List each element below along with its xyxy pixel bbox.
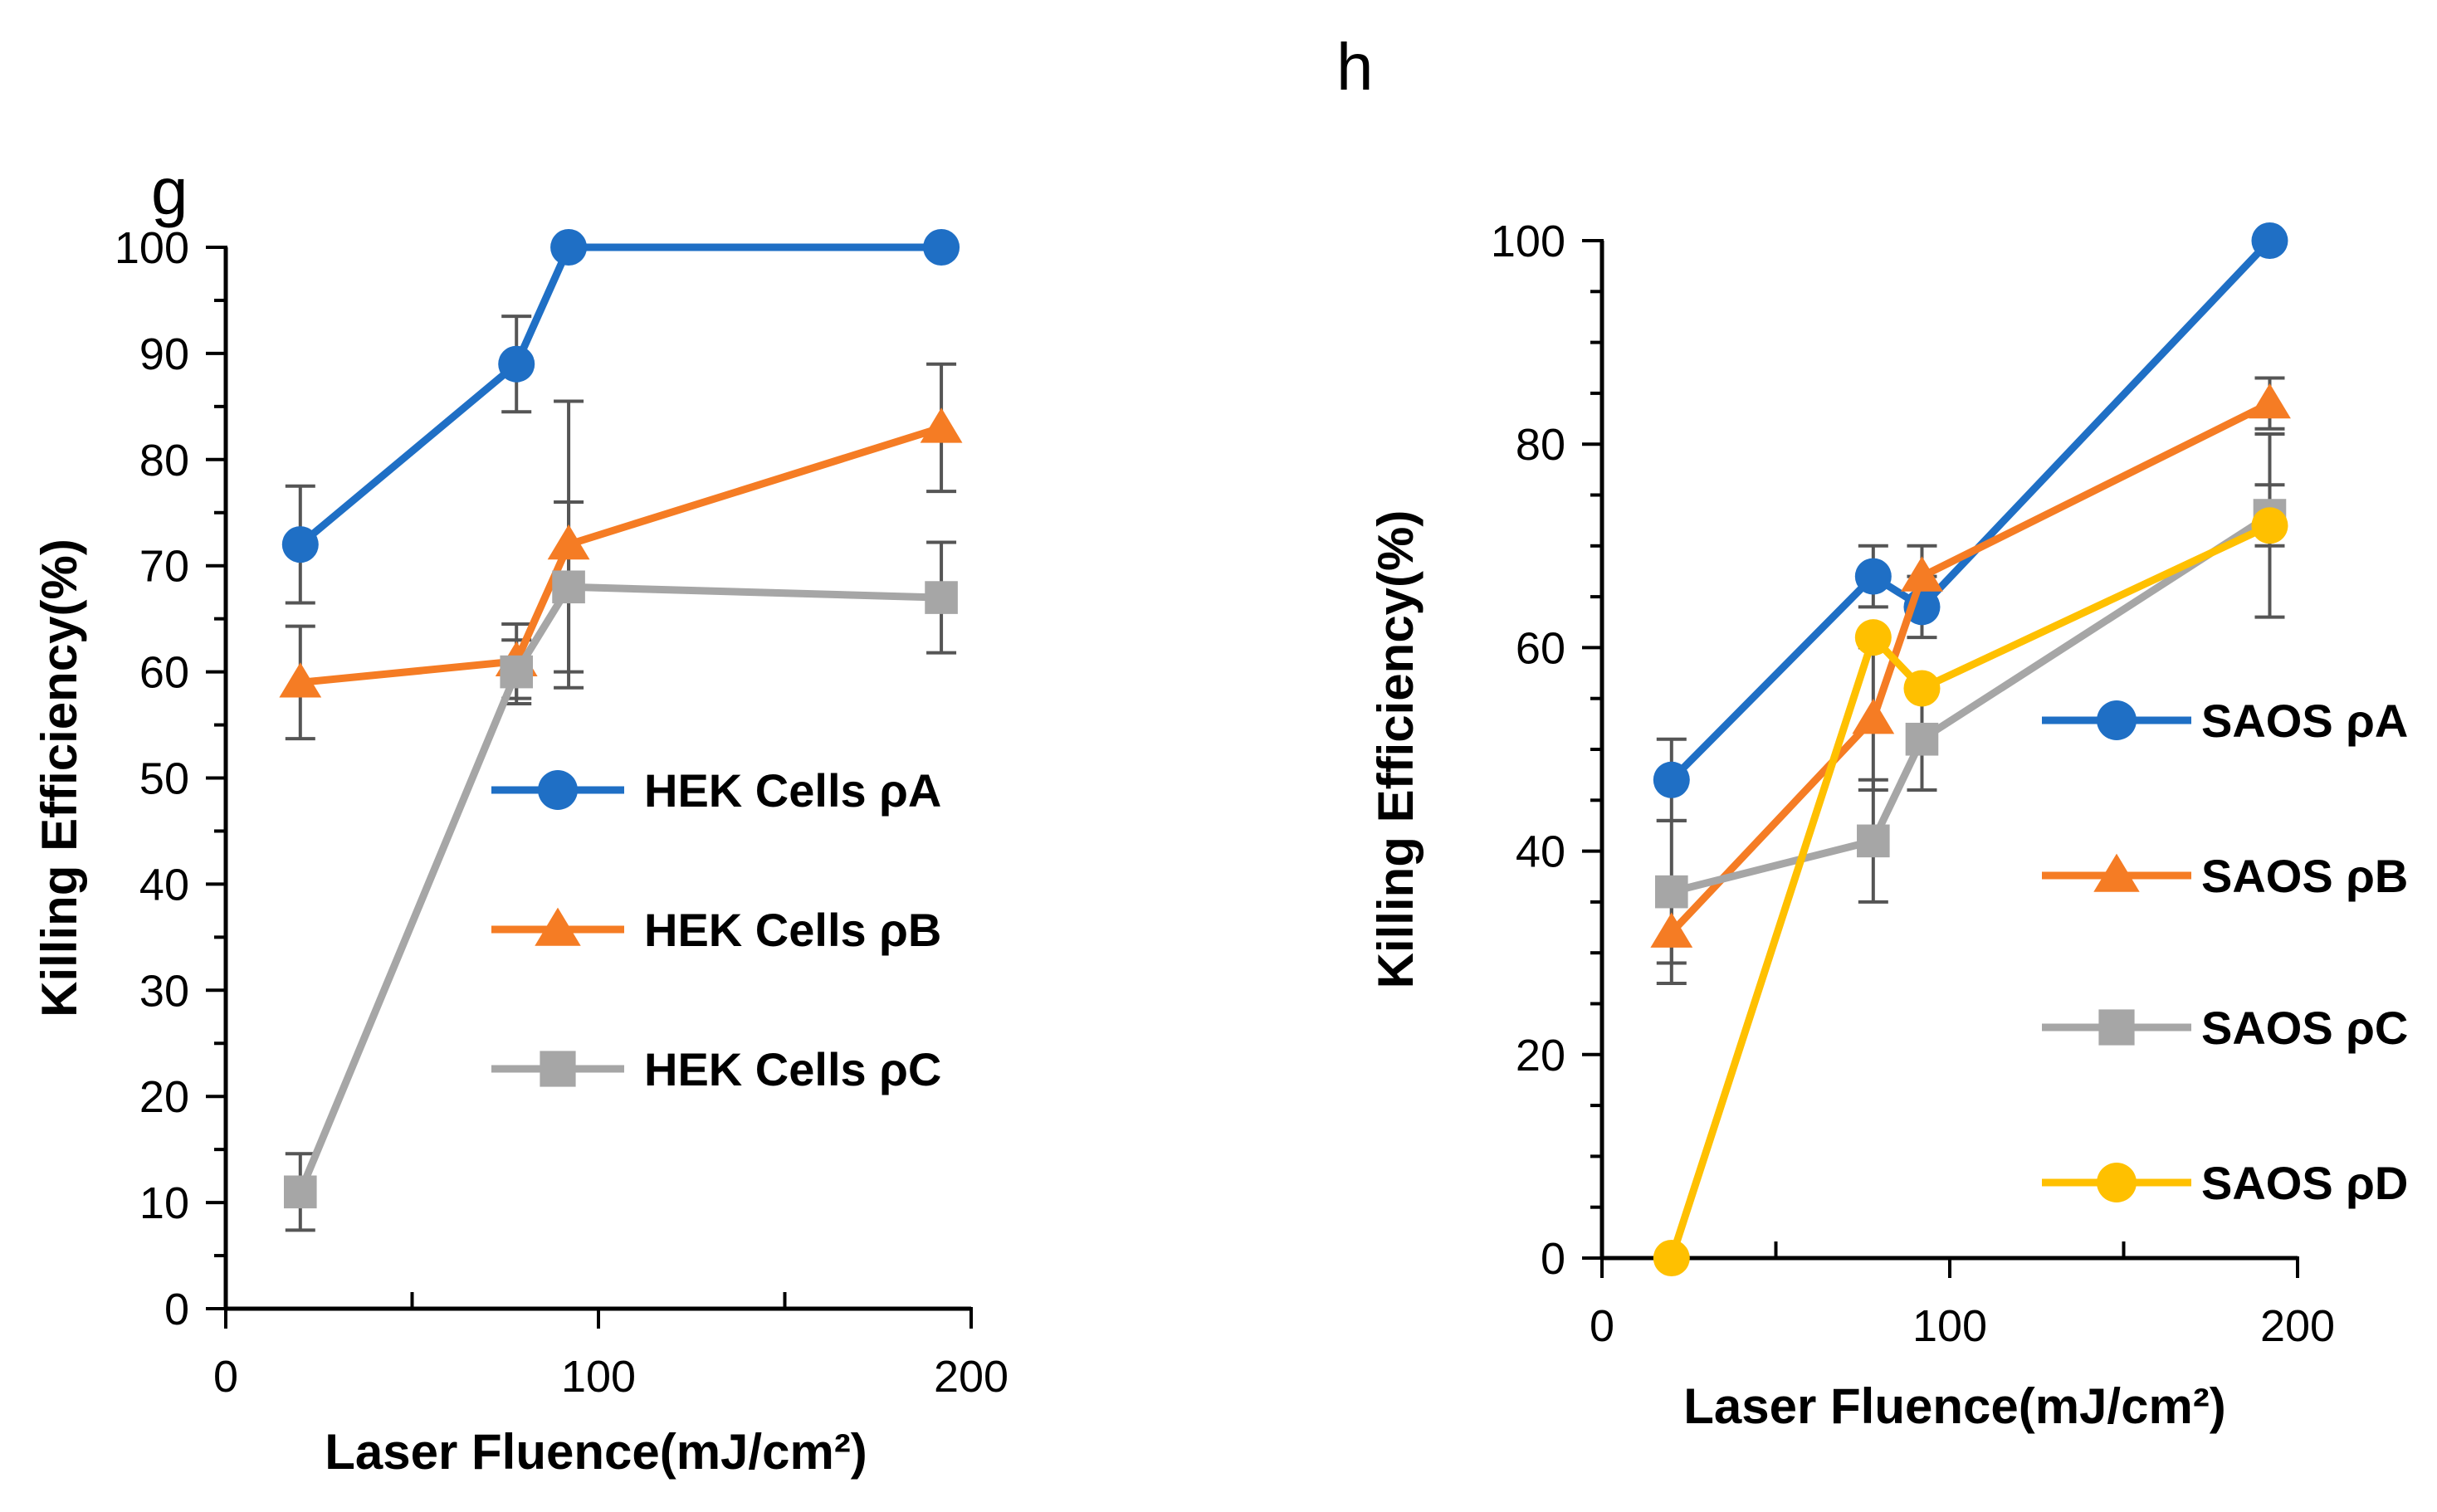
y-tick-label: 90 xyxy=(139,329,189,379)
x-axis-title: Laser Fluence(mJ/cm²) xyxy=(325,1424,867,1480)
data-point xyxy=(2249,383,2291,419)
data-point xyxy=(550,229,588,266)
legend-label: SAOS ρB xyxy=(2201,850,2408,902)
legend-label: HEK Cells ρB xyxy=(644,904,941,956)
series-line xyxy=(296,583,942,1194)
y-tick-label: 100 xyxy=(115,223,189,273)
data-point xyxy=(1903,670,1941,707)
data-point xyxy=(281,526,319,563)
legend-label: HEK Cells ρA xyxy=(644,764,941,817)
x-tick-label: 0 xyxy=(213,1352,238,1402)
data-point xyxy=(1653,1240,1690,1276)
chart-panel-g: g 0 10 20 30 40 50 60 70 80 90 100 0 100 200 Laser Flue… xyxy=(32,154,1008,1480)
series-1 xyxy=(279,407,963,698)
series-line xyxy=(297,243,942,548)
data-point xyxy=(1905,722,1939,756)
data-point xyxy=(1901,556,1943,592)
y-tick-label: 40 xyxy=(139,860,189,910)
data-point xyxy=(1854,619,1892,656)
x-axis-title: Laser Fluence(mJ/cm²) xyxy=(1683,1378,2226,1434)
legend: HEK Cells ρA HEK Cells ρB HEK Cells ρC xyxy=(491,764,941,1095)
y-tick-label: 80 xyxy=(139,436,189,485)
data-point xyxy=(1852,699,1895,734)
chart-panel-h: h 0 20 40 60 80 100 0 100 200 Laser Fluence(mJ/cm²… xyxy=(1336,30,2408,1434)
y-tick-label: 30 xyxy=(139,966,189,1016)
legend-marker xyxy=(2098,1009,2135,1046)
y-axis-title: Killing Efficiency(%) xyxy=(1368,510,1424,989)
series-line xyxy=(1668,522,2272,1260)
x-tick-label: 200 xyxy=(2260,1301,2335,1351)
y-tick-label: 70 xyxy=(139,542,189,592)
y-tick-label: 100 xyxy=(1491,217,1565,266)
legend-label: SAOS ρA xyxy=(2201,695,2408,747)
legend-marker xyxy=(535,907,581,946)
data-point xyxy=(1650,912,1693,948)
legend-label: SAOS ρC xyxy=(2201,1002,2408,1054)
panel-label: g xyxy=(151,154,188,228)
error-bars-series-1 xyxy=(285,362,957,741)
legend-marker xyxy=(2097,700,2137,740)
y-tick-label: 50 xyxy=(139,754,189,804)
legend-marker xyxy=(2097,1163,2137,1202)
y-tick-label: 0 xyxy=(164,1285,189,1334)
data-point xyxy=(1854,558,1892,595)
error-bars-series-1 xyxy=(1656,376,2285,985)
series-1 xyxy=(1650,383,2291,948)
data-point xyxy=(923,229,960,266)
error-bars-series-2 xyxy=(285,500,957,1232)
data-point xyxy=(500,655,534,689)
legend-marker xyxy=(538,770,578,810)
y-axis-title: Killing Efficiency(%) xyxy=(32,539,87,1017)
series-0 xyxy=(281,229,960,563)
y-tick-label: 60 xyxy=(1516,623,1565,673)
legend-label: HEK Cells ρC xyxy=(644,1043,941,1095)
series-line xyxy=(1670,512,2272,896)
data-point xyxy=(552,570,585,604)
series-0 xyxy=(1653,222,2288,798)
data-point xyxy=(2251,222,2288,259)
data-point xyxy=(1857,824,1890,858)
legend-label: SAOS ρD xyxy=(2201,1157,2408,1209)
series-line xyxy=(300,424,943,686)
data-point xyxy=(279,662,322,698)
y-tick-label: 10 xyxy=(139,1178,189,1228)
x-tick-label: 100 xyxy=(561,1352,636,1402)
data-point xyxy=(1655,875,1688,909)
legend-marker xyxy=(540,1051,576,1087)
data-point xyxy=(925,581,958,614)
data-point xyxy=(1653,761,1690,798)
error-bars-series-0 xyxy=(285,315,532,605)
legend-marker xyxy=(2093,853,2140,892)
y-tick-label: 20 xyxy=(139,1072,189,1122)
data-point xyxy=(920,407,963,443)
x-tick-label: 200 xyxy=(934,1352,1008,1402)
x-tick-label: 100 xyxy=(1912,1301,1987,1351)
legend: SAOS ρA SAOS ρB SAOS ρC SAOS ρD xyxy=(2042,695,2408,1209)
series-line xyxy=(1668,237,2273,783)
series-2 xyxy=(284,570,958,1209)
y-tick-label: 80 xyxy=(1516,420,1565,470)
data-point xyxy=(2251,507,2288,544)
y-tick-label: 40 xyxy=(1516,827,1565,877)
series-3 xyxy=(1653,507,2288,1276)
y-tick-label: 0 xyxy=(1541,1234,1565,1284)
series-line xyxy=(1668,400,2272,935)
data-point xyxy=(547,524,590,560)
panel-label: h xyxy=(1336,30,1374,104)
y-tick-label: 20 xyxy=(1516,1031,1565,1080)
x-tick-label: 0 xyxy=(1590,1301,1614,1351)
data-point xyxy=(284,1175,317,1209)
data-point xyxy=(498,345,535,383)
y-tick-label: 60 xyxy=(139,648,189,698)
